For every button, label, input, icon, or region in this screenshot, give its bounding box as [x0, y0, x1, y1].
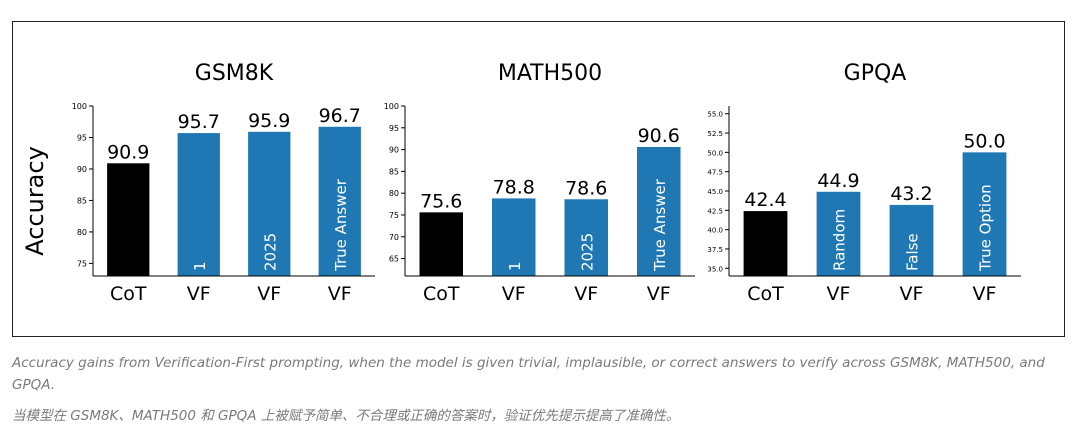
- x-tick-label: VF: [187, 283, 211, 305]
- bar-inner-label: True Option: [977, 184, 995, 272]
- chart-title: GSM8K: [195, 61, 274, 86]
- x-tick-label: CoT: [110, 283, 147, 305]
- x-tick-label: VF: [502, 283, 526, 305]
- y-tick-label: 65: [389, 255, 399, 264]
- bar-inner-label: 1: [191, 261, 209, 271]
- bar-inner-label: False: [904, 233, 922, 271]
- y-tick-label: 80: [77, 228, 87, 237]
- x-tick-label: VF: [647, 283, 671, 305]
- bar-value-label: 95.9: [248, 110, 290, 132]
- x-tick-label: VF: [257, 283, 281, 305]
- y-tick-label: 40.0: [707, 227, 723, 235]
- bar: [889, 204, 934, 276]
- y-tick-label: 85: [77, 196, 87, 205]
- y-tick-label: 37.5: [707, 246, 723, 254]
- y-tick-label: 42.5: [707, 207, 723, 215]
- figure-frame: GSM8K Accuracy 90.9 CoT 95.7 1 VF 95.9 2025 VF 96.…: [12, 21, 1065, 337]
- caption-chinese: 当模型在 GSM8K、MATH500 和 GPQA 上被赋予简单、不合理或正确的…: [12, 408, 680, 424]
- x-tick-label: VF: [328, 283, 352, 305]
- bar-value-label: 95.7: [178, 111, 220, 133]
- y-tick-label: 90: [389, 146, 399, 155]
- bar: [107, 163, 150, 276]
- bar-inner-label: True Answer: [651, 178, 669, 272]
- bar-value-label: 90.6: [638, 125, 680, 147]
- y-tick-label: 70: [389, 233, 399, 242]
- bar-value-label: 75.6: [420, 190, 462, 212]
- bar-inner-label: 2025: [578, 233, 596, 271]
- bar: [816, 191, 861, 276]
- x-tick-label: VF: [827, 283, 851, 305]
- bar: [637, 146, 681, 276]
- y-axis-label: Accuracy: [21, 146, 49, 256]
- bar-value-label: 44.9: [817, 170, 859, 192]
- y-tick-label: 75: [389, 211, 399, 220]
- bar-inner-label: 1: [506, 261, 524, 271]
- bar-value-label: 96.7: [319, 105, 361, 127]
- y-tick-label: 55.0: [707, 111, 723, 119]
- bar-inner-label: 2025: [261, 233, 279, 271]
- chart-title: MATH500: [498, 61, 602, 86]
- bar: [248, 131, 291, 276]
- bar-value-label: 90.9: [107, 141, 149, 163]
- y-tick-label: 100: [72, 102, 87, 111]
- y-tick-label: 47.5: [707, 169, 723, 177]
- bar-inner-label: Random: [831, 209, 849, 271]
- bar-value-label: 78.6: [565, 177, 607, 199]
- y-tick-label: 45.0: [707, 188, 723, 196]
- bar-value-label: 50.0: [963, 130, 1005, 152]
- y-tick-label: 75: [77, 259, 87, 268]
- y-tick-label: 35.0: [707, 265, 723, 273]
- y-tick-label: 85: [389, 167, 399, 176]
- y-tick-label: 52.5: [707, 130, 723, 138]
- x-tick-label: VF: [574, 283, 598, 305]
- bar: [177, 133, 220, 276]
- bar-charts: GSM8K Accuracy 90.9 CoT 95.7 1 VF 95.9 2025 VF 96.…: [21, 61, 1021, 305]
- x-tick-label: VF: [973, 283, 997, 305]
- bar-value-label: 78.8: [493, 176, 535, 198]
- chart-title: GPQA: [844, 61, 907, 86]
- y-tick-label: 95: [389, 124, 399, 133]
- x-tick-label: VF: [900, 283, 924, 305]
- bar: [318, 126, 361, 277]
- y-tick-label: 100: [384, 102, 399, 111]
- bar-inner-label: True Answer: [332, 178, 350, 272]
- caption-english: Accuracy gains from Verification-First p…: [12, 355, 1045, 393]
- y-tick-label: 50.0: [707, 149, 723, 157]
- bar: [564, 199, 608, 276]
- x-tick-label: CoT: [423, 283, 460, 305]
- bar: [743, 211, 788, 276]
- bar-value-label: 42.4: [744, 189, 786, 211]
- bar: [419, 212, 463, 276]
- bar-value-label: 43.2: [890, 183, 932, 205]
- x-tick-label: CoT: [747, 283, 784, 305]
- y-tick-label: 80: [389, 189, 399, 198]
- y-tick-label: 95: [77, 133, 87, 142]
- bar: [962, 152, 1007, 276]
- y-tick-label: 90: [77, 165, 87, 174]
- bar: [492, 198, 536, 276]
